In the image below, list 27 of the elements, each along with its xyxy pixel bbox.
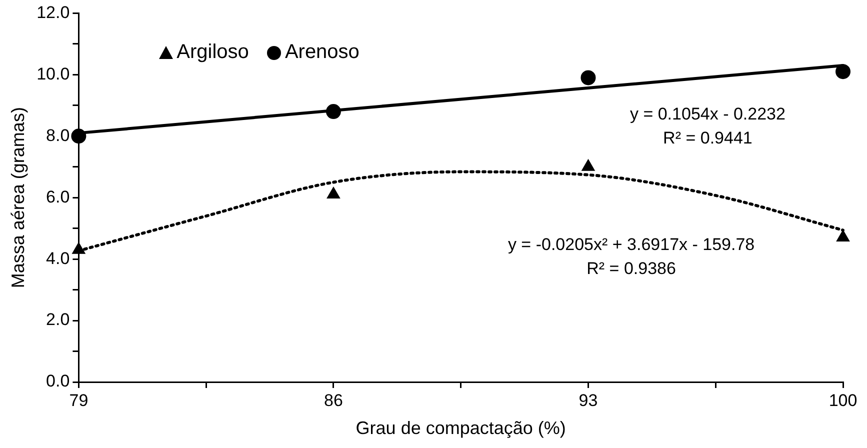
x-tick-label: 93 [578,390,598,410]
x-axis-title: Grau de compactação (%) [356,418,566,438]
annotation: R² = 0.9441 [663,128,752,148]
point [72,242,86,254]
annotation: y = 0.1054x - 0.2232 [630,104,786,124]
point [326,187,340,199]
point [582,159,595,171]
y-tick-label: 4.0 [46,248,70,268]
x-tick-label: 100 [828,390,858,410]
y-tick-label: 8.0 [46,126,70,145]
point [580,70,596,86]
x-tick-label: 79 [69,390,88,410]
y-tick-label: 6.0 [46,187,70,206]
legend-label: Arenoso [284,41,360,64]
y-tick-label: 0.0 [46,372,70,391]
point [326,104,341,120]
y-tick-label: 2.0 [46,310,70,330]
annotation: y = -0.0205x² + 3.6917x - 159.78 [508,235,755,254]
y-tick-label: 12.0 [36,2,70,22]
point [836,230,850,242]
y-axis-title: Massa aérea (gramas) [8,107,28,288]
y-tick-label: 10.0 [36,64,70,84]
x-tick-label: 86 [324,390,343,410]
legend-label: Argiloso [176,41,249,64]
point [836,64,850,80]
annotation: R² = 0.9386 [586,258,676,278]
point [71,128,86,144]
